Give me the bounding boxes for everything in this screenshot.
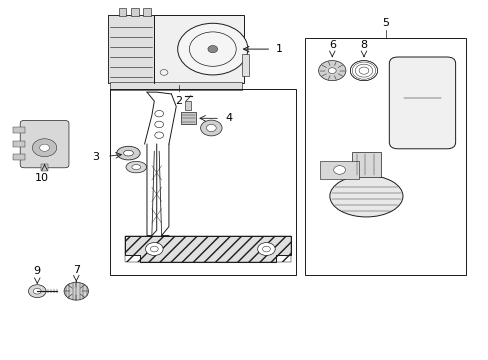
Circle shape (177, 23, 247, 75)
Bar (305, 39, 466, 275)
FancyBboxPatch shape (388, 57, 455, 149)
Circle shape (28, 285, 46, 298)
FancyBboxPatch shape (20, 121, 69, 168)
Bar (13, 127, 25, 133)
Bar (320, 161, 358, 179)
Text: 8: 8 (360, 40, 367, 50)
Bar (119, 8, 126, 16)
Bar (110, 89, 295, 275)
Text: 6: 6 (328, 40, 335, 50)
Text: 4: 4 (224, 113, 232, 123)
Bar (131, 8, 139, 16)
Polygon shape (125, 235, 290, 262)
Circle shape (64, 282, 88, 300)
Circle shape (200, 120, 222, 136)
Text: 10: 10 (35, 173, 49, 183)
Ellipse shape (132, 165, 141, 170)
Circle shape (358, 67, 368, 74)
Bar (181, 112, 195, 125)
Bar (13, 141, 25, 147)
Bar (185, 101, 191, 110)
Bar (351, 152, 380, 177)
Bar (108, 15, 154, 83)
Circle shape (145, 243, 163, 256)
Circle shape (328, 68, 335, 73)
Bar (41, 164, 48, 171)
Bar (125, 235, 290, 262)
Circle shape (32, 139, 57, 157)
Text: 5: 5 (382, 18, 388, 28)
Bar (242, 54, 249, 76)
Ellipse shape (123, 150, 133, 156)
Text: 1: 1 (276, 44, 283, 54)
Circle shape (207, 45, 217, 53)
Circle shape (206, 125, 216, 132)
Bar (110, 82, 242, 90)
Circle shape (40, 144, 49, 151)
Text: 9: 9 (34, 266, 41, 276)
Text: 7: 7 (73, 265, 80, 275)
Ellipse shape (126, 161, 146, 173)
Circle shape (318, 60, 345, 81)
Ellipse shape (117, 146, 140, 160)
Bar (108, 15, 244, 83)
Circle shape (333, 166, 345, 174)
Bar (143, 8, 151, 16)
Circle shape (257, 243, 275, 256)
Text: 2: 2 (175, 96, 182, 106)
Ellipse shape (329, 175, 402, 217)
Circle shape (33, 288, 41, 294)
Text: 3: 3 (92, 152, 99, 162)
Bar (13, 154, 25, 159)
